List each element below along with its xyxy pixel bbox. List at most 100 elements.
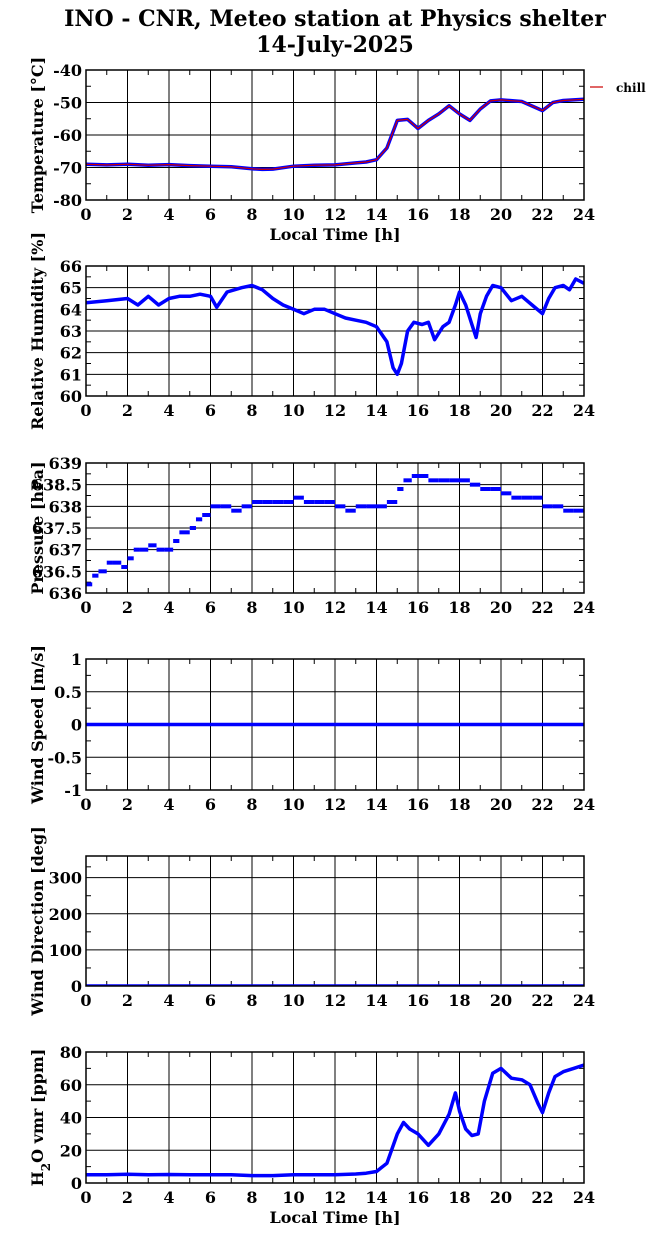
panel-pressure: 0 2 4 6 8 10 12 14 16 18 20 22 24636636.5637637.5638… <box>28 454 595 617</box>
y-tick-label: 1 <box>71 650 82 669</box>
x-tick-label: 22 <box>531 598 553 617</box>
y-tick-label: 80 <box>60 1043 82 1062</box>
y-tick-label: -70 <box>53 159 82 178</box>
x-tick-label: 22 <box>531 991 553 1010</box>
x-tick-label: 10 <box>282 598 304 617</box>
x-tick-label: 20 <box>490 401 512 420</box>
x-tick-label: 16 <box>407 401 429 420</box>
x-axis-label: Local Time [h] <box>269 1208 400 1227</box>
y-tick-label: 0 <box>71 977 82 996</box>
x-tick-label: 0 <box>80 401 91 420</box>
x-tick-label: 18 <box>448 795 470 814</box>
y-tick-label: 65 <box>60 279 82 298</box>
x-tick-label: 14 <box>365 991 387 1010</box>
x-tick-label: 4 <box>163 205 174 224</box>
chart-panels: 0 2 4 6 8 10 12 14 16 18 20 22 24-80-70-60-50-40Temp… <box>28 57 646 1227</box>
y-tick-label: 63 <box>60 322 82 341</box>
x-tick-label: 6 <box>205 401 216 420</box>
plot-frame <box>85 462 585 594</box>
y-tick-label: 0.5 <box>54 683 82 702</box>
y-tick-label: 40 <box>60 1109 82 1128</box>
x-tick-label: 2 <box>122 795 133 814</box>
x-tick-label: 8 <box>246 1188 257 1207</box>
series-group <box>86 1063 584 1178</box>
x-tick-label: 22 <box>531 401 553 420</box>
y-tick-label: -60 <box>53 126 82 145</box>
x-tick-label: 6 <box>205 1188 216 1207</box>
plot-frame <box>85 855 585 987</box>
x-tick-label: 6 <box>205 991 216 1010</box>
x-tick-label: 14 <box>365 795 387 814</box>
x-tick-label: 12 <box>324 401 346 420</box>
x-tick-label: 16 <box>407 598 429 617</box>
x-tick-label: 12 <box>324 205 346 224</box>
x-tick-label: 4 <box>163 991 174 1010</box>
series-group <box>86 474 584 587</box>
x-tick-label: 0 <box>80 205 91 224</box>
y-axis-label: Temperature [°C] <box>28 57 47 213</box>
humidity-series-line <box>86 277 584 377</box>
x-tick-label: 24 <box>573 795 595 814</box>
plot-frame <box>85 265 585 397</box>
x-tick-label: 18 <box>448 401 470 420</box>
x-tick-label: 10 <box>282 1188 304 1207</box>
y-tick-label: 61 <box>60 365 82 384</box>
x-tick-label: 24 <box>573 598 595 617</box>
x-tick-label: 4 <box>163 795 174 814</box>
x-tick-label: 22 <box>531 795 553 814</box>
y-tick-label: 200 <box>49 905 82 924</box>
x-tick-label: 8 <box>246 401 257 420</box>
y-tick-label: 60 <box>60 1076 82 1095</box>
panel-temperature: 0 2 4 6 8 10 12 14 16 18 20 22 24-80-70-60-50-40Temp… <box>28 57 646 244</box>
x-tick-label: 4 <box>163 1188 174 1207</box>
series-group <box>86 277 584 377</box>
chill-series-line <box>86 98 584 170</box>
y-tick-label: 100 <box>49 941 82 960</box>
x-tick-label: 0 <box>80 991 91 1010</box>
y-tick-label: 637 <box>49 541 82 560</box>
x-tick-label: 0 <box>80 795 91 814</box>
x-tick-label: 18 <box>448 205 470 224</box>
x-tick-label: 2 <box>122 598 133 617</box>
y-tick-label: 638 <box>49 497 82 516</box>
x-tick-label: 6 <box>205 205 216 224</box>
x-tick-label: 16 <box>407 991 429 1010</box>
x-tick-label: 12 <box>324 1188 346 1207</box>
x-tick-label: 16 <box>407 795 429 814</box>
y-tick-label: -50 <box>53 94 82 113</box>
y-tick-label: 0 <box>71 1174 82 1193</box>
y-tick-label: 636.5 <box>32 562 82 581</box>
x-tick-label: 2 <box>122 401 133 420</box>
y-tick-label: 637.5 <box>32 519 82 538</box>
y-tick-label: 638.5 <box>32 476 82 495</box>
x-tick-label: 24 <box>573 991 595 1010</box>
x-tick-label: 6 <box>205 598 216 617</box>
x-tick-label: 24 <box>573 205 595 224</box>
x-tick-label: 10 <box>282 991 304 1010</box>
x-tick-label: 8 <box>246 991 257 1010</box>
y-tick-label: 300 <box>49 869 82 888</box>
x-tick-label: 2 <box>122 205 133 224</box>
y-tick-label: 0 <box>71 716 82 735</box>
plot-frame <box>85 658 585 791</box>
x-tick-label: 24 <box>573 1188 595 1207</box>
x-tick-label: 20 <box>490 1188 512 1207</box>
panel-humidity: 0 2 4 6 8 10 12 14 16 18 20 22 2460616263646566Relat… <box>28 232 595 430</box>
x-tick-label: 12 <box>324 598 346 617</box>
x-tick-label: 20 <box>490 598 512 617</box>
x-tick-label: 14 <box>365 1188 387 1207</box>
x-tick-label: 14 <box>365 401 387 420</box>
y-tick-label: -1 <box>64 781 82 800</box>
figure-title: INO - CNR, Meteo station at Physics shel… <box>64 6 606 32</box>
x-tick-label: 18 <box>448 1188 470 1207</box>
y-tick-label: 66 <box>60 257 82 276</box>
y-axis-label: Relative Humidity [%] <box>28 232 47 430</box>
x-tick-label: 12 <box>324 991 346 1010</box>
x-tick-label: 6 <box>205 795 216 814</box>
x-tick-label: 8 <box>246 205 257 224</box>
x-tick-label: 16 <box>407 1188 429 1207</box>
x-tick-label: 16 <box>407 205 429 224</box>
